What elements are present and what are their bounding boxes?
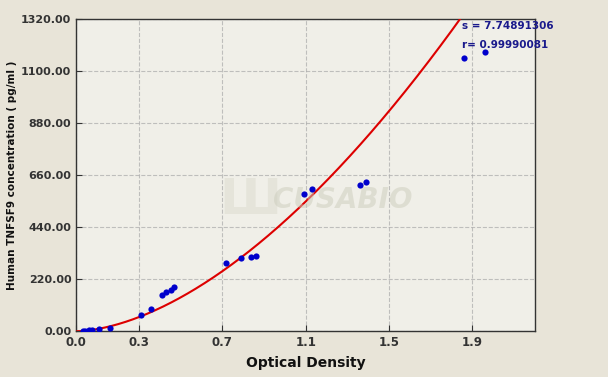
Point: [480, 49, 490, 55]
Text: r= 0.99990081: r= 0.99990081: [462, 40, 548, 50]
Point: [80, 328, 90, 334]
Point: [250, 253, 260, 259]
Point: [136, 312, 146, 318]
Point: [459, 55, 469, 61]
Point: [170, 285, 179, 291]
Y-axis label: Human TNFSF9 concentration ( pg/ml ): Human TNFSF9 concentration ( pg/ml ): [7, 60, 17, 290]
Point: [299, 191, 308, 197]
Point: [246, 254, 256, 260]
Text: Ш: Ш: [219, 176, 282, 224]
Point: [85, 327, 94, 333]
Text: CUSABIO: CUSABIO: [272, 186, 412, 214]
Point: [87, 327, 97, 333]
Point: [307, 186, 317, 192]
Point: [105, 325, 114, 331]
Point: [157, 291, 167, 297]
Point: [78, 328, 88, 334]
Point: [361, 179, 371, 185]
Text: s = 7.74891306: s = 7.74891306: [462, 21, 554, 31]
X-axis label: Optical Density: Optical Density: [246, 356, 365, 370]
Point: [355, 181, 365, 187]
Point: [147, 306, 156, 312]
Point: [166, 287, 176, 293]
Point: [236, 255, 246, 261]
Point: [161, 289, 171, 295]
Point: [221, 260, 231, 266]
Point: [94, 326, 104, 333]
